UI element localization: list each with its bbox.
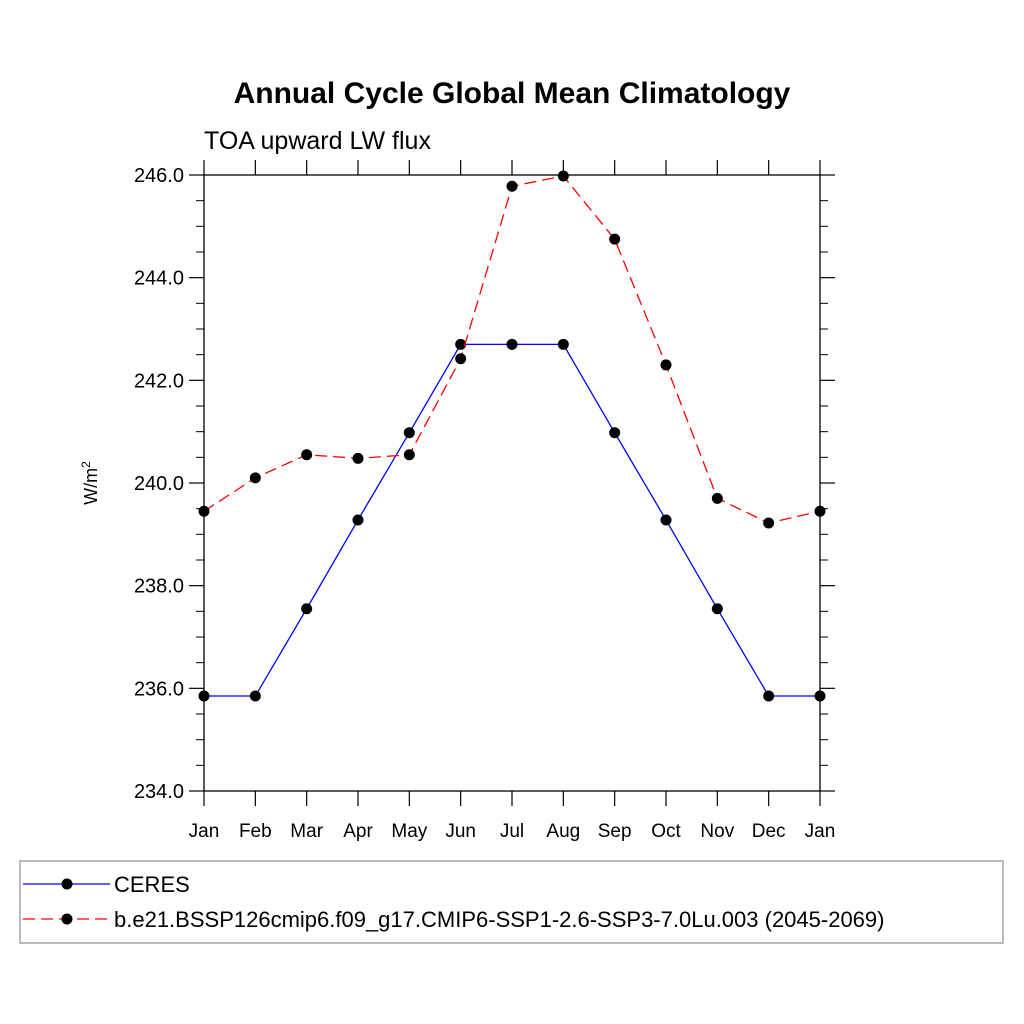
x-tick-label: Oct [651,821,681,842]
series-1-point [301,603,313,615]
x-tick-label: Dec [752,821,786,842]
legend-marker-1 [61,878,73,890]
plot-frame [203,174,821,792]
legend: CERES b.e21.BSSP126cmip6.f09_g17.CMIP6-SS… [19,860,1004,944]
x-tick-label: Jan [805,821,836,842]
y-axis: 234.0 236.0 238.0 240.0 242.0 244.0 246.0 [134,165,835,803]
legend-label-1: CERES [114,872,190,897]
legend-label-2: b.e21.BSSP126cmip6.f09_g17.CMIP6-SSP1-2.… [114,907,884,932]
x-tick-label: Feb [239,821,272,842]
y-axis-label-unit: W/m [81,468,101,505]
series-1-point [249,690,261,702]
y-tick-label: 234.0 [134,781,184,803]
series-2-point [763,517,775,529]
x-tick-label: Jul [500,821,524,842]
series-2-point [352,452,364,464]
series-2-point [814,505,826,517]
series-2-point [403,449,415,461]
series-2-point [660,359,672,371]
x-tick-label: Mar [290,821,323,842]
series-1-point [609,427,621,439]
y-tick-label: 244.0 [134,268,184,290]
series-line-1 [204,343,820,697]
x-tick-label: May [391,821,427,842]
series-1-point [198,690,210,702]
series-2-point [557,170,569,182]
series-2-point [609,233,621,245]
series-1-point [506,338,518,350]
chart-subtitle: TOA upward LW flux [204,127,431,155]
y-tick-label: 236.0 [134,678,184,700]
x-axis: Jan Feb Mar Apr May Jun Jul Aug Sep Oct Nov Dec Jan [189,160,836,842]
x-tick-label: Sep [598,821,632,842]
series-2-point [301,449,313,461]
y-axis-label: W/m2 [79,461,101,505]
series-2-point [249,472,261,484]
series-2-point [455,353,467,365]
series-1-point [403,427,415,439]
series-1-point [814,690,826,702]
x-tick-label: Jun [445,821,476,842]
y-tick-label: 242.0 [134,370,184,392]
plot-area [203,174,821,792]
series-2-point [711,492,723,504]
legend-marker-2 [61,913,73,925]
y-tick-label: 238.0 [134,576,184,598]
y-tick-label: 240.0 [134,473,184,495]
legend-box [19,860,1004,944]
series-1-point [763,690,775,702]
series-1-point [711,603,723,615]
y-tick-label: 246.0 [134,165,184,187]
series-layer [198,170,826,702]
x-tick-label: Nov [700,821,734,842]
y-axis-label-superscript: 2 [79,461,93,468]
chart-title: Annual Cycle Global Mean Climatology [234,77,791,110]
x-tick-label: Jan [189,821,220,842]
series-1-point [660,514,672,526]
series-1-point [455,338,467,350]
x-tick-label: Apr [343,821,373,842]
series-1-point [557,338,569,350]
series-1-point [352,514,364,526]
series-2-point [506,180,518,192]
series-2-point [198,505,210,517]
x-tick-label: Aug [546,821,580,842]
